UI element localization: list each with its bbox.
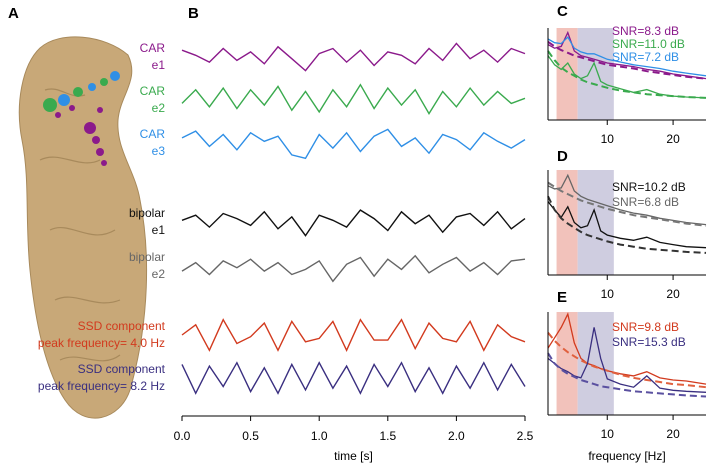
- trace-label: CAR: [140, 127, 166, 141]
- fit-line: [547, 195, 707, 254]
- panel-label: C: [557, 3, 568, 20]
- x-tick-label: 1.5: [379, 429, 396, 443]
- x-tick-label: 2.5: [517, 429, 534, 443]
- trace-label: SSD component: [78, 362, 166, 376]
- panel-label: B: [188, 5, 199, 22]
- x-tick-label: 20: [666, 427, 680, 441]
- fit-line: [547, 181, 707, 227]
- x-axis-label: frequency [Hz]: [588, 449, 665, 463]
- spectrum-line: [547, 30, 707, 80]
- electrode: [88, 83, 96, 91]
- spectrum-line: [547, 201, 707, 249]
- electrode: [96, 148, 104, 156]
- spectrum-line: [547, 55, 707, 99]
- x-tick-label: 20: [666, 287, 680, 301]
- panel-label: D: [557, 148, 568, 165]
- spectrum-line: [547, 327, 707, 393]
- trace-label: e2: [152, 101, 166, 115]
- electrode: [97, 107, 103, 113]
- fit-line: [547, 50, 707, 99]
- trace-label: peak frequency= 8.2 Hz: [38, 379, 165, 393]
- electrode: [100, 78, 108, 86]
- panel-label: A: [8, 5, 19, 22]
- spectrum-line: [547, 36, 707, 77]
- trace-label: bipolar: [129, 250, 165, 264]
- electrode: [58, 94, 70, 106]
- electrode: [43, 98, 57, 112]
- panel-label: E: [557, 289, 567, 306]
- trace-label: e1: [152, 58, 166, 72]
- brain: [18, 36, 148, 419]
- trace: [181, 361, 526, 395]
- snr-label: SNR=11.0 dB: [612, 37, 685, 51]
- x-tick-label: 0.5: [242, 429, 259, 443]
- x-tick-label: 10: [601, 287, 615, 301]
- trace-label: e1: [152, 223, 166, 237]
- x-tick-label: 2.0: [448, 429, 465, 443]
- frequency-band: [577, 312, 614, 415]
- frequency-band: [577, 28, 614, 120]
- trace: [181, 318, 526, 352]
- electrode: [110, 71, 120, 81]
- x-tick-label: 20: [666, 132, 680, 146]
- trace: [181, 128, 526, 160]
- x-axis-label: time [s]: [334, 449, 373, 463]
- brain-surface: [18, 36, 148, 419]
- x-tick-label: 0.0: [174, 429, 191, 443]
- trace-label: peak frequency= 4.0 Hz: [38, 336, 165, 350]
- electrode: [73, 87, 83, 97]
- trace-label: e3: [152, 144, 166, 158]
- electrode: [69, 105, 75, 111]
- fit-line: [547, 331, 707, 389]
- snr-label: SNR=15.3 dB: [612, 335, 686, 349]
- frequency-band: [577, 170, 614, 275]
- x-tick-label: 10: [601, 132, 615, 146]
- snr-label: SNR=10.2 dB: [612, 180, 686, 194]
- brain-sulci: [39, 88, 121, 362]
- x-tick-label: 10: [601, 427, 615, 441]
- trace: [181, 83, 526, 115]
- trace-label: bipolar: [129, 206, 165, 220]
- fit-line: [547, 352, 707, 398]
- electrode: [55, 112, 61, 118]
- snr-label: SNR=6.8 dB: [612, 195, 679, 209]
- electrode: [84, 122, 96, 134]
- trace-label: e2: [152, 267, 166, 281]
- snr-label: SNR=8.3 dB: [612, 24, 679, 38]
- trace-label: CAR: [140, 84, 166, 98]
- x-tick-label: 1.0: [311, 429, 328, 443]
- electrode: [92, 136, 100, 144]
- trace: [181, 254, 526, 283]
- trace: [181, 209, 526, 237]
- fit-line: [547, 40, 707, 80]
- snr-label: SNR=7.2 dB: [612, 50, 679, 64]
- trace: [181, 42, 526, 72]
- electrode: [101, 160, 107, 166]
- frequency-band: [556, 312, 578, 415]
- snr-label: SNR=9.8 dB: [612, 320, 679, 334]
- trace-label: SSD component: [78, 319, 166, 333]
- trace-label: CAR: [140, 41, 166, 55]
- spectrum-line: [547, 312, 707, 385]
